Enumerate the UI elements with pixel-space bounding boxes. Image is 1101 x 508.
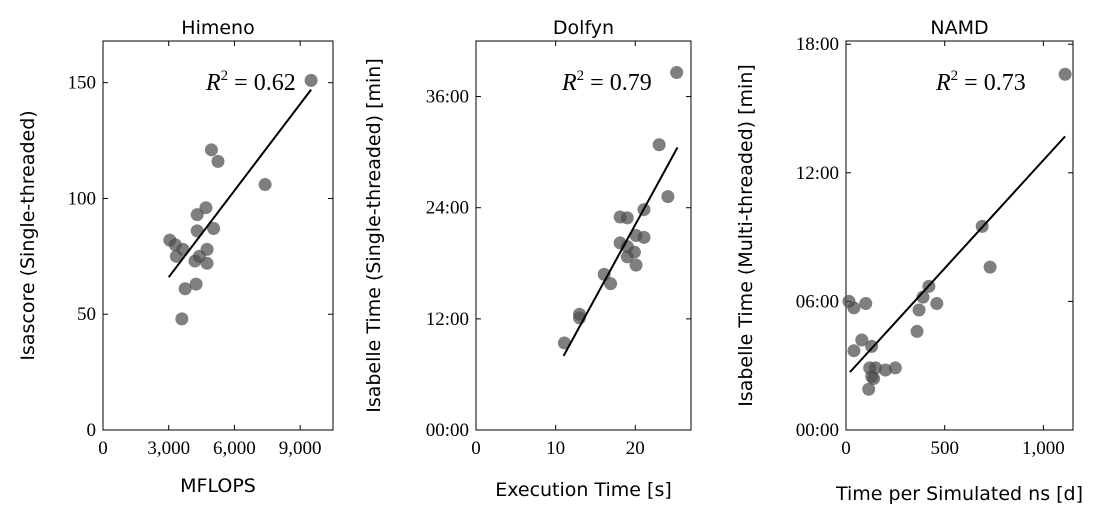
dolfyn-r2-annotation: R2 = 0.79 bbox=[561, 68, 652, 96]
namd-y-tick-label: 18:00 bbox=[796, 34, 839, 55]
namd-r2-exponent: 2 bbox=[951, 68, 959, 84]
dolfyn-panel: Dolfyn 0 10 20 00:00 12:00 24:00 36:00 Execution… bbox=[363, 17, 692, 501]
dolfyn-data-point bbox=[629, 258, 643, 272]
himeno-data-point bbox=[169, 249, 183, 263]
namd-x-axis-title: Time per Simulated ns [d] bbox=[835, 483, 1083, 505]
namd-data-point bbox=[855, 333, 869, 347]
himeno-x-tick-label: 9,000 bbox=[279, 438, 322, 459]
namd-title: NAMD bbox=[930, 17, 988, 39]
himeno-data-point bbox=[207, 222, 221, 236]
himeno-data-point bbox=[189, 277, 203, 291]
dolfyn-y-tick-label: 24:00 bbox=[426, 198, 469, 219]
dolfyn-data-point bbox=[637, 230, 651, 244]
dolfyn-data-point bbox=[670, 65, 684, 79]
himeno-r2-value: = 0.62 bbox=[228, 70, 296, 96]
himeno-r2-symbol: R bbox=[205, 70, 221, 96]
namd-data-point bbox=[910, 324, 924, 338]
himeno-data-point bbox=[175, 312, 189, 326]
dolfyn-y-axis-title: Isabelle Time (Single-threaded) [min] bbox=[363, 58, 385, 413]
dolfyn-data-point bbox=[620, 250, 634, 264]
himeno-title: Himeno bbox=[181, 17, 254, 39]
dolfyn-y-tick-label: 12:00 bbox=[426, 309, 469, 330]
namd-x-tick-label: 0 bbox=[841, 438, 851, 459]
namd-y-axis-title: Isabelle Time (Multi-threaded) [min] bbox=[735, 64, 757, 407]
himeno-x-axis-title: MFLOPS bbox=[180, 475, 256, 497]
himeno-y-tick-label: 0 bbox=[87, 420, 97, 441]
dolfyn-regression-line bbox=[562, 147, 679, 357]
namd-r2-annotation: R2 = 0.73 bbox=[935, 68, 1026, 96]
himeno-data-point bbox=[204, 143, 218, 157]
himeno-panel: Himeno 0 3,000 6,000 9,000 0 50 100 150 MFLOPS Isa… bbox=[17, 17, 334, 497]
dolfyn-x-tick-label: 0 bbox=[471, 438, 481, 459]
namd-y-tick-label: 00:00 bbox=[796, 420, 839, 441]
dolfyn-plot-frame bbox=[475, 40, 692, 431]
himeno-y-tick-label: 50 bbox=[77, 304, 96, 325]
himeno-y-tick-label: 150 bbox=[68, 73, 97, 94]
namd-r2-symbol: R bbox=[935, 70, 951, 96]
namd-x-tick-label: 1,000 bbox=[1022, 438, 1065, 459]
himeno-data-point bbox=[199, 201, 213, 215]
dolfyn-r2-value: = 0.79 bbox=[584, 70, 652, 96]
himeno-x-tick-label: 3,000 bbox=[147, 438, 190, 459]
dolfyn-title: Dolfyn bbox=[553, 17, 614, 39]
himeno-y-axis-title: Isascore (Single-threaded) bbox=[17, 110, 39, 360]
himeno-data-point bbox=[304, 73, 318, 87]
dolfyn-data-point bbox=[661, 190, 675, 204]
himeno-r2-annotation: R2 = 0.62 bbox=[205, 68, 296, 96]
himeno-y-tick-label: 100 bbox=[68, 188, 97, 209]
dolfyn-data-point bbox=[652, 138, 666, 152]
himeno-r2-exponent: 2 bbox=[221, 68, 229, 84]
namd-panel: NAMD 0 500 1,000 00:00 06:00 12:00 18:00 Time pe… bbox=[735, 17, 1083, 505]
himeno-data-point bbox=[211, 154, 225, 168]
namd-data-point bbox=[862, 382, 876, 396]
himeno-x-tick-label: 6,000 bbox=[213, 438, 256, 459]
namd-data-point bbox=[912, 303, 926, 317]
namd-data-point bbox=[878, 363, 892, 377]
himeno-plot-frame bbox=[102, 40, 334, 431]
dolfyn-r2-symbol: R bbox=[561, 70, 577, 96]
namd-data-point bbox=[888, 361, 902, 375]
namd-r2-value: = 0.73 bbox=[958, 70, 1026, 96]
dolfyn-x-tick-label: 10 bbox=[546, 438, 565, 459]
himeno-data-point bbox=[178, 282, 192, 296]
namd-data-point bbox=[867, 372, 881, 386]
namd-regression-line bbox=[849, 135, 1066, 373]
namd-data-point bbox=[847, 301, 861, 315]
namd-y-tick-label: 12:00 bbox=[796, 163, 839, 184]
dolfyn-data-point bbox=[557, 336, 571, 350]
himeno-x-tick-label: 0 bbox=[98, 438, 108, 459]
namd-plot-frame bbox=[845, 40, 1074, 431]
namd-data-point bbox=[930, 297, 944, 311]
dolfyn-r2-exponent: 2 bbox=[577, 68, 585, 84]
namd-data-point bbox=[859, 297, 873, 311]
namd-data-point bbox=[983, 260, 997, 274]
namd-y-tick-label: 06:00 bbox=[796, 291, 839, 312]
namd-data-point bbox=[847, 344, 861, 358]
namd-data-point bbox=[1058, 67, 1072, 81]
dolfyn-x-tick-label: 20 bbox=[626, 438, 645, 459]
himeno-data-point bbox=[190, 208, 204, 222]
dolfyn-y-tick-label: 00:00 bbox=[426, 420, 469, 441]
himeno-regression-line bbox=[167, 89, 312, 278]
namd-x-tick-label: 500 bbox=[930, 438, 959, 459]
dolfyn-data-point bbox=[620, 211, 634, 225]
dolfyn-data-point bbox=[604, 277, 618, 291]
himeno-data-point bbox=[188, 254, 202, 268]
dolfyn-x-axis-title: Execution Time [s] bbox=[495, 479, 672, 501]
himeno-data-point bbox=[200, 256, 214, 270]
himeno-data-point bbox=[190, 224, 204, 238]
namd-data-point bbox=[916, 290, 930, 304]
namd-data-point bbox=[865, 339, 879, 353]
himeno-data-point bbox=[258, 178, 272, 192]
dolfyn-y-tick-label: 36:00 bbox=[426, 87, 469, 108]
